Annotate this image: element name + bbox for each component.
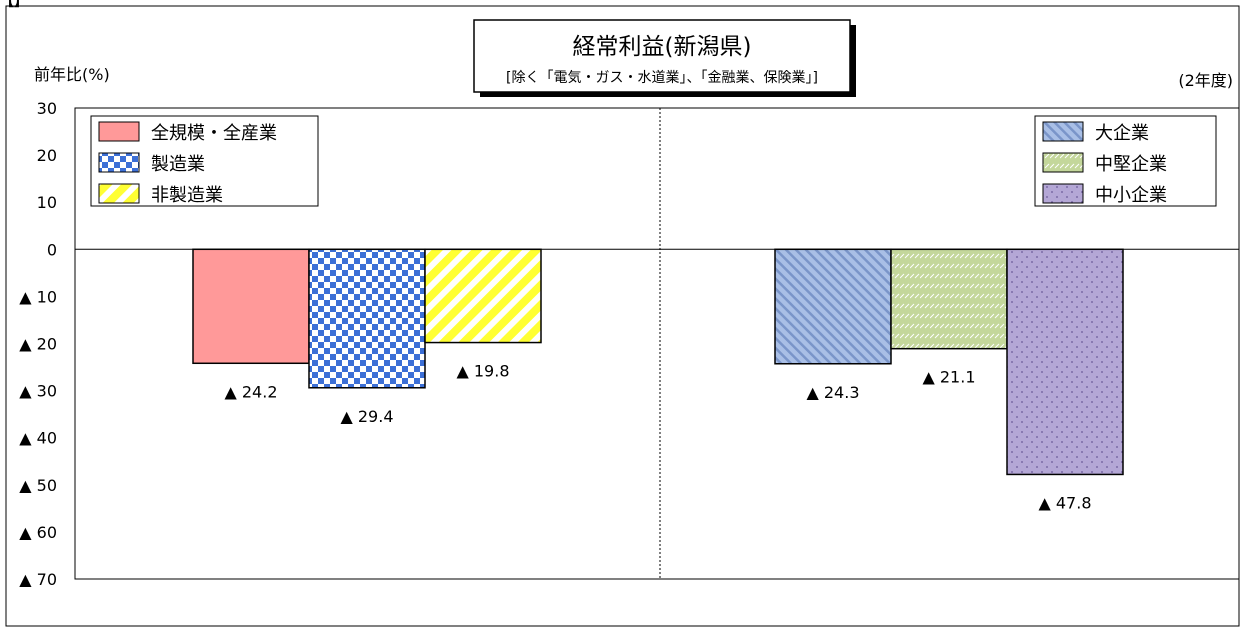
y-tick-label: ▲ 10 <box>19 287 57 306</box>
legend-label: 大企業 <box>1095 123 1149 144</box>
legend-label: 非製造業 <box>151 185 223 206</box>
data-label: ▲ 47.8 <box>1038 493 1091 512</box>
legend-label: 中小企業 <box>1095 185 1167 206</box>
legend-label: 製造業 <box>151 154 205 175</box>
data-label: ▲ 29.4 <box>340 407 393 426</box>
bar-0-2 <box>424 248 542 344</box>
legend-label: 全規模・全産業 <box>151 123 277 144</box>
y-tick-label: 30 <box>37 99 57 118</box>
data-label: ▲ 24.3 <box>806 383 859 402</box>
y-tick-label: 10 <box>37 193 57 212</box>
legend-swatch <box>98 152 140 173</box>
y-tick-label: 0 <box>47 240 57 259</box>
bar-1-1 <box>890 248 1008 350</box>
y-tick-label: ▲ 40 <box>19 429 57 448</box>
legend-swatch <box>98 121 140 142</box>
legend-swatch <box>1042 183 1084 204</box>
legend-swatch <box>1042 152 1084 173</box>
title-box <box>473 19 851 93</box>
y-tick-label: ▲ 30 <box>19 382 57 401</box>
legend-swatch <box>98 183 140 204</box>
y-tick-label: ▲ 60 <box>19 523 57 542</box>
y-tick-label: 20 <box>37 146 57 165</box>
y-tick-label: ▲ 20 <box>19 335 57 354</box>
frame-fragment: 【】 <box>0 0 28 10</box>
bar-0-1 <box>308 248 426 389</box>
y-tick-label: ▲ 50 <box>19 476 57 495</box>
plot-area <box>74 107 1240 580</box>
period-label: (2年度) <box>1178 71 1233 90</box>
y-tick-label: ▲ 70 <box>19 570 57 589</box>
legend-label: 中堅企業 <box>1095 154 1167 175</box>
bar-1-2 <box>1006 248 1124 476</box>
data-label: ▲ 24.2 <box>224 382 277 401</box>
legend-swatch <box>1042 121 1084 142</box>
chart-title: 経常利益(新潟県) <box>573 34 752 60</box>
data-label: ▲ 21.1 <box>922 368 975 387</box>
bar-1-0 <box>774 248 892 365</box>
y-axis-label: 前年比(%) <box>34 65 110 84</box>
chart-subtitle: [除く「電気・ガス・水道業」、「金融業、保険業」] <box>506 70 818 86</box>
bar-0-0 <box>192 248 310 365</box>
data-label: ▲ 19.8 <box>456 362 509 381</box>
